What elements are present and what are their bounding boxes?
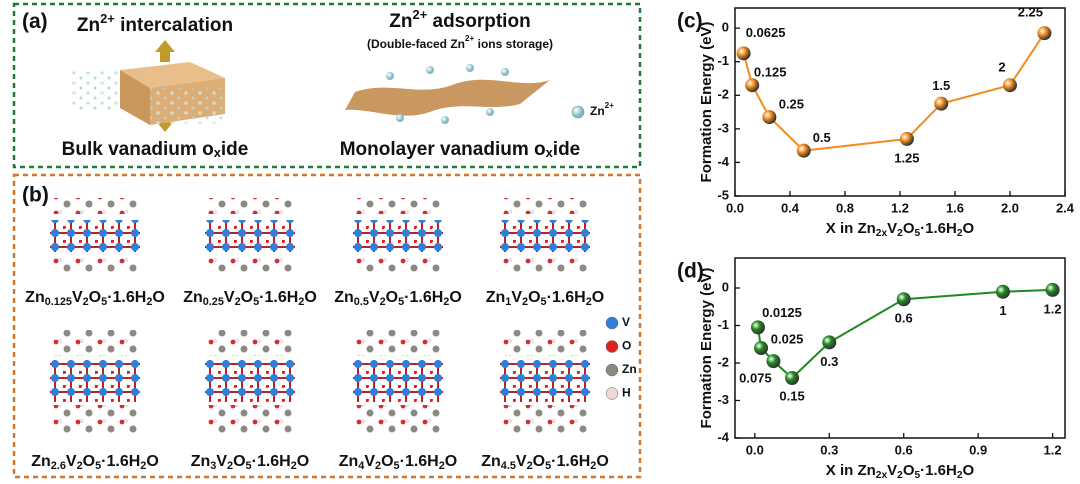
x-tick-label: 2.4: [1056, 200, 1075, 215]
data-label: 0.25: [779, 97, 804, 112]
note: (Double-faced Zn2+ ions storage): [367, 34, 553, 51]
panel-a-frame: [12, 2, 642, 169]
structure-label: Zn1V2O5·1.6H2O: [486, 289, 605, 308]
data-label: 0.075: [739, 371, 772, 386]
x-tick-label: 0.9: [969, 442, 987, 457]
y-tick-label: -2: [717, 87, 729, 102]
data-label: 0.025: [771, 331, 804, 346]
bulk-illustration: [70, 40, 225, 132]
y-tick-label: -1: [717, 53, 729, 68]
y-axis-label: Formation Energy (eV): [698, 268, 715, 429]
structure-label: Zn0.25V2O5·1.6H2O: [183, 289, 317, 308]
data-point: [1045, 282, 1060, 297]
data-point: [745, 78, 760, 93]
monolayer-illustration: [345, 64, 585, 124]
x-tick-label: 0.3: [820, 442, 838, 457]
data-label: 0.0625: [746, 25, 786, 40]
data-label: 2.25: [1018, 5, 1043, 20]
data-point: [796, 143, 811, 158]
data-label: 1: [999, 303, 1006, 318]
panel-label: (d): [677, 260, 704, 283]
data-label: 0.0125: [762, 305, 802, 320]
y-tick-label: -3: [717, 392, 729, 407]
data-point: [896, 292, 911, 307]
structures: [50, 198, 590, 435]
data-point: [785, 371, 800, 385]
data-point: [736, 46, 751, 61]
data-point: [995, 284, 1010, 299]
y-tick-label: -5: [717, 187, 729, 202]
data-label: 0.5: [813, 130, 831, 145]
x-tick-label: 1.6: [946, 200, 964, 215]
legend-swatch: [605, 340, 619, 353]
plot-frame: [734, 257, 1066, 439]
heading: Zn2+ adsorption: [389, 7, 530, 32]
caption: Monolayer vanadium oxide: [340, 139, 581, 160]
ion-legend: Zn2+: [590, 101, 614, 118]
legend-label: O: [622, 339, 631, 353]
caption: Bulk vanadium oxide: [62, 139, 249, 160]
data-point: [1037, 26, 1052, 41]
x-tick-label: 1.2: [1044, 442, 1062, 457]
data-point: [1003, 78, 1017, 93]
structure-label: Zn2.6V2O5·1.6H2O: [31, 453, 159, 472]
legend-label: H: [622, 386, 631, 400]
structure-label: Zn0.5V2O5·1.6H2O: [334, 289, 462, 308]
y-tick-label: -2: [717, 354, 729, 369]
data-label: 2: [998, 60, 1005, 75]
legend-swatch: [605, 316, 619, 330]
structure-label: Zn0.125V2O5·1.6H2O: [25, 289, 165, 308]
data-point: [766, 354, 781, 369]
structure-label: Zn4V2O5·1.6H2O: [339, 453, 458, 472]
data-point: [822, 335, 837, 350]
data-label: 1.5: [932, 78, 950, 93]
x-axis-label: X in Zn2xV2O5·1.6H2O: [826, 220, 975, 239]
data-label: 1.25: [894, 150, 919, 165]
data-point: [762, 110, 777, 125]
panel-b-frame: [12, 173, 642, 479]
y-tick-label: -1: [717, 317, 729, 332]
y-axis-label: Formation Energy (eV): [698, 22, 715, 183]
panel-label: (c): [677, 10, 703, 33]
x-axis-label: X in Zn2xV2O5·1.6H2O: [826, 462, 975, 481]
y-tick-label: 0: [722, 279, 729, 294]
data-label: 1.2: [1044, 301, 1062, 316]
x-tick-label: 2.0: [1001, 200, 1019, 215]
x-tick-label: 0.8: [836, 200, 854, 215]
heading: Zn2+ intercalation: [77, 11, 233, 36]
data-point: [754, 341, 769, 355]
data-point: [934, 96, 949, 111]
legend-swatch: [605, 363, 619, 377]
data-label: 0.125: [754, 65, 787, 80]
data-point: [750, 320, 765, 335]
x-tick-label: 0.4: [781, 200, 800, 215]
series-line: [742, 32, 1046, 152]
y-tick-label: 0: [722, 20, 729, 35]
panel-label: (b): [22, 184, 49, 207]
data-label: 0.6: [895, 311, 913, 326]
structure-label: Zn3V2O5·1.6H2O: [191, 453, 310, 472]
data-label: 0.3: [820, 354, 838, 369]
data-label: 0.15: [779, 388, 804, 403]
y-tick-label: -3: [717, 120, 729, 135]
panel-label: (a): [22, 10, 48, 33]
structure-label: Zn4.5V2O5·1.6H2O: [481, 453, 609, 472]
x-tick-label: 0.0: [726, 200, 744, 215]
legend-label: Zn: [622, 362, 637, 376]
x-tick-label: 0.0: [746, 442, 764, 457]
x-tick-label: 1.2: [891, 200, 909, 215]
data-point: [899, 131, 914, 146]
legend-label: V: [622, 315, 630, 329]
legend-swatch: [605, 387, 619, 400]
y-tick-label: -4: [717, 429, 729, 444]
x-tick-label: 0.6: [895, 442, 913, 457]
y-tick-label: -4: [717, 154, 729, 169]
